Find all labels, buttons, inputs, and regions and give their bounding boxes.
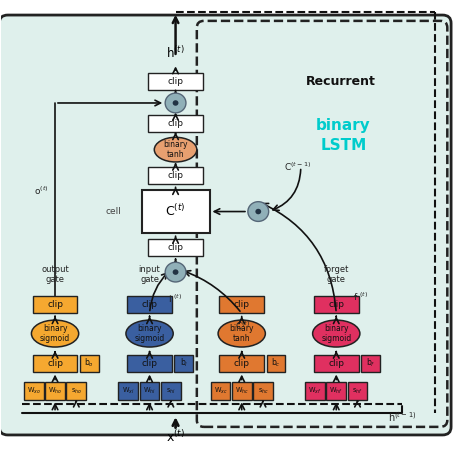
Text: binary
sigmoid: binary sigmoid bbox=[135, 324, 164, 343]
Ellipse shape bbox=[313, 320, 360, 347]
FancyBboxPatch shape bbox=[127, 355, 172, 372]
Text: b$_f$: b$_f$ bbox=[366, 357, 375, 369]
FancyBboxPatch shape bbox=[326, 382, 346, 400]
Text: binary
tanh: binary tanh bbox=[229, 324, 254, 343]
Text: s$_{hi}$: s$_{hi}$ bbox=[166, 387, 176, 396]
FancyBboxPatch shape bbox=[314, 297, 359, 313]
FancyBboxPatch shape bbox=[232, 382, 252, 400]
Text: binary
sigmoid: binary sigmoid bbox=[321, 324, 351, 343]
Text: W$_{xo}$: W$_{xo}$ bbox=[27, 386, 41, 396]
Text: C$^{(t)}$: C$^{(t)}$ bbox=[165, 203, 186, 220]
Text: W$_{hi}$: W$_{hi}$ bbox=[143, 386, 156, 396]
FancyBboxPatch shape bbox=[305, 382, 325, 400]
Text: s$_{hf}$: s$_{hf}$ bbox=[352, 387, 363, 396]
Text: clip: clip bbox=[234, 300, 250, 309]
Text: clip: clip bbox=[168, 243, 183, 252]
FancyBboxPatch shape bbox=[148, 167, 203, 184]
Text: W$_{xf}$: W$_{xf}$ bbox=[308, 386, 322, 396]
FancyBboxPatch shape bbox=[314, 355, 359, 372]
Text: cell: cell bbox=[105, 207, 121, 216]
Text: forget
gate: forget gate bbox=[324, 265, 349, 284]
FancyBboxPatch shape bbox=[219, 297, 264, 313]
Circle shape bbox=[165, 93, 186, 113]
FancyBboxPatch shape bbox=[24, 382, 44, 400]
Text: input
gate: input gate bbox=[139, 265, 160, 284]
FancyBboxPatch shape bbox=[45, 382, 65, 400]
Text: clip: clip bbox=[328, 359, 344, 368]
Text: clip: clip bbox=[47, 359, 63, 368]
Text: h$^{(t)}$: h$^{(t)}$ bbox=[166, 45, 185, 61]
Text: W$_{hc}$: W$_{hc}$ bbox=[235, 386, 249, 396]
Circle shape bbox=[165, 262, 186, 282]
Text: W$_{hf}$: W$_{hf}$ bbox=[329, 386, 343, 396]
FancyBboxPatch shape bbox=[161, 382, 181, 400]
FancyBboxPatch shape bbox=[148, 239, 203, 256]
FancyBboxPatch shape bbox=[148, 73, 203, 90]
FancyBboxPatch shape bbox=[219, 355, 264, 372]
Text: b$_c$: b$_c$ bbox=[271, 357, 281, 369]
Text: binary
sigmoid: binary sigmoid bbox=[40, 324, 70, 343]
Text: W$_{xi}$: W$_{xi}$ bbox=[122, 386, 135, 396]
Text: clip: clip bbox=[168, 119, 183, 128]
Text: o$^{(t)}$: o$^{(t)}$ bbox=[34, 184, 48, 197]
Text: clip: clip bbox=[142, 359, 157, 368]
FancyBboxPatch shape bbox=[253, 382, 273, 400]
FancyBboxPatch shape bbox=[140, 382, 159, 400]
Text: output
gate: output gate bbox=[41, 265, 69, 284]
FancyBboxPatch shape bbox=[142, 190, 210, 233]
Text: Recurrent: Recurrent bbox=[306, 75, 376, 88]
Text: clip: clip bbox=[47, 300, 63, 309]
Ellipse shape bbox=[126, 320, 173, 347]
FancyBboxPatch shape bbox=[33, 355, 77, 372]
Circle shape bbox=[248, 202, 269, 221]
Text: h$^{(t-1)}$: h$^{(t-1)}$ bbox=[388, 410, 417, 424]
Text: s$_{hc}$: s$_{hc}$ bbox=[257, 387, 268, 396]
FancyBboxPatch shape bbox=[118, 382, 138, 400]
Ellipse shape bbox=[218, 320, 265, 347]
Ellipse shape bbox=[31, 320, 79, 347]
FancyBboxPatch shape bbox=[361, 355, 380, 372]
Text: i $^{(t)}$: i $^{(t)}$ bbox=[167, 292, 182, 305]
Circle shape bbox=[173, 270, 179, 275]
Text: x$^{(t)}$: x$^{(t)}$ bbox=[166, 429, 185, 445]
Text: b$_i$: b$_i$ bbox=[180, 357, 188, 369]
FancyBboxPatch shape bbox=[174, 355, 193, 372]
Text: binary
tanh: binary tanh bbox=[164, 140, 188, 159]
FancyBboxPatch shape bbox=[0, 15, 451, 435]
Text: clip: clip bbox=[328, 300, 344, 309]
FancyBboxPatch shape bbox=[266, 355, 285, 372]
FancyBboxPatch shape bbox=[127, 297, 172, 313]
FancyBboxPatch shape bbox=[148, 115, 203, 132]
Text: clip: clip bbox=[168, 77, 183, 86]
Ellipse shape bbox=[155, 137, 197, 162]
FancyBboxPatch shape bbox=[80, 355, 99, 372]
Text: clip: clip bbox=[234, 359, 250, 368]
Text: f $^{(t)}$: f $^{(t)}$ bbox=[353, 291, 368, 303]
Circle shape bbox=[173, 100, 179, 106]
Text: s$_{ho}$: s$_{ho}$ bbox=[71, 387, 82, 396]
FancyBboxPatch shape bbox=[347, 382, 367, 400]
Circle shape bbox=[255, 209, 261, 214]
Text: W$_{xc}$: W$_{xc}$ bbox=[213, 386, 228, 396]
Text: C$^{(t)}$: C$^{(t)}$ bbox=[235, 319, 250, 332]
FancyBboxPatch shape bbox=[33, 297, 77, 313]
Text: W$_{ho}$: W$_{ho}$ bbox=[48, 386, 62, 396]
Text: clip: clip bbox=[142, 300, 157, 309]
Text: binary
LSTM: binary LSTM bbox=[316, 118, 371, 153]
Text: b$_o$: b$_o$ bbox=[84, 357, 94, 369]
Text: clip: clip bbox=[168, 171, 183, 180]
FancyBboxPatch shape bbox=[210, 382, 230, 400]
Text: C$^{(t-1)}$: C$^{(t-1)}$ bbox=[284, 161, 311, 173]
FancyBboxPatch shape bbox=[66, 382, 86, 400]
